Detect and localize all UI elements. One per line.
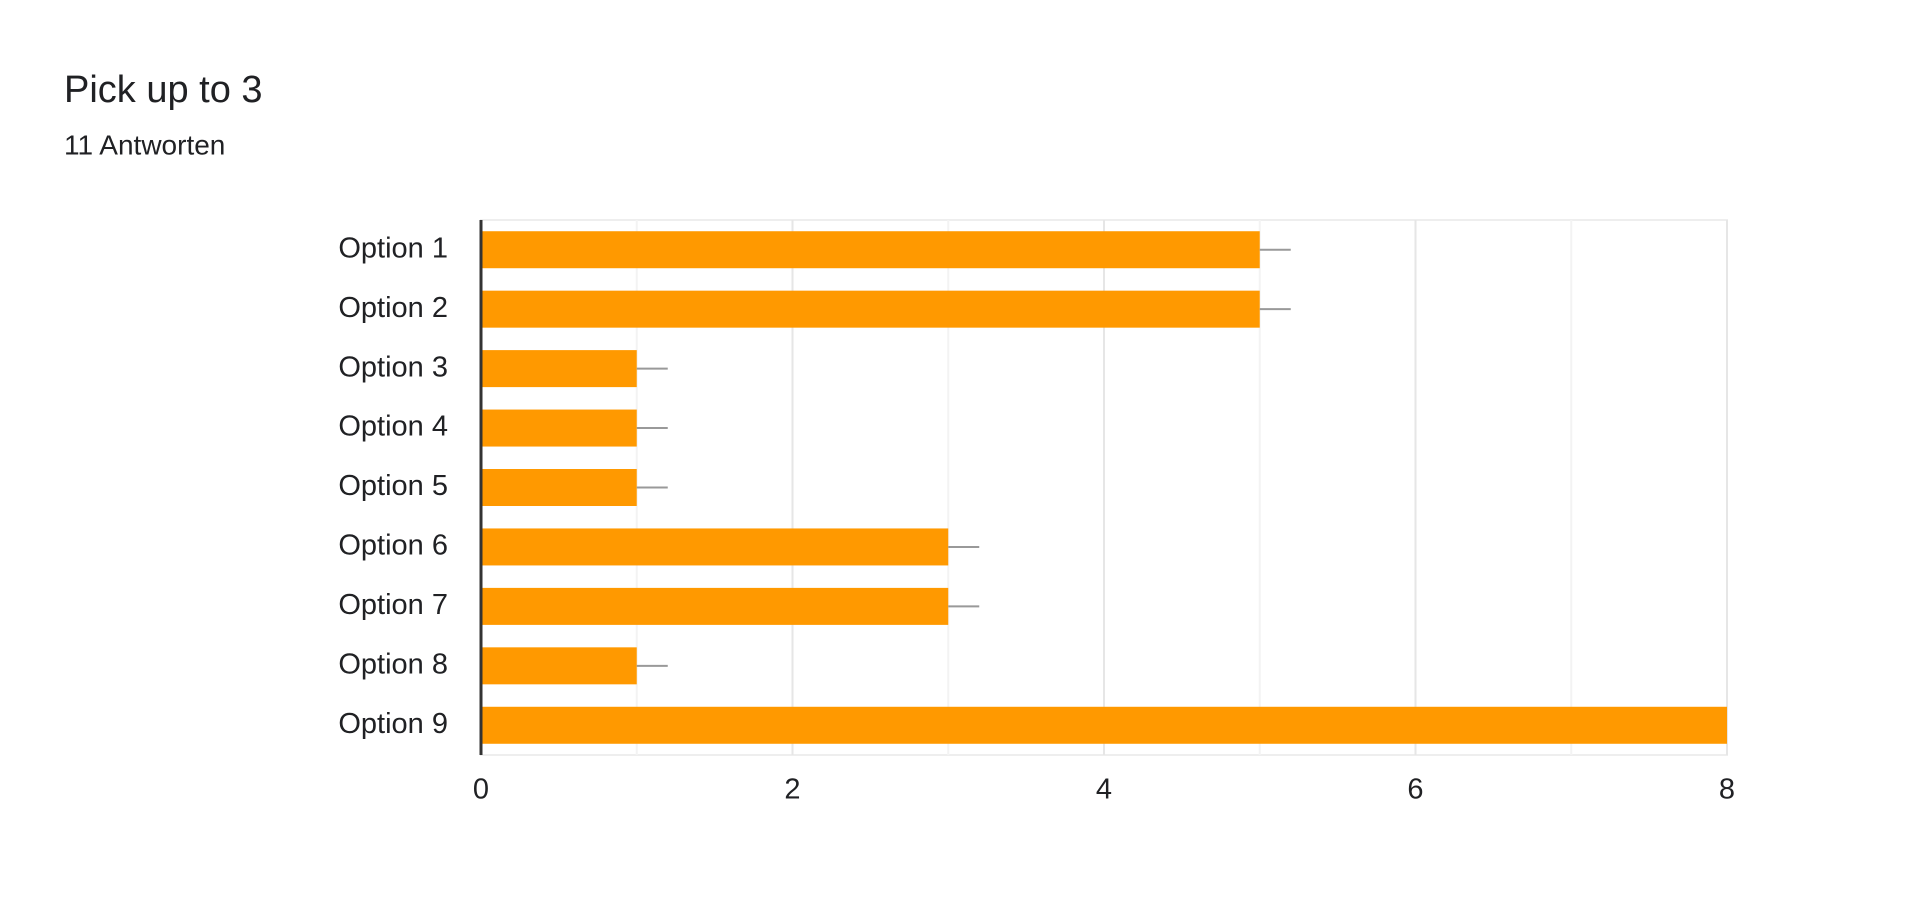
y-tick-label: Option 1	[338, 232, 448, 264]
x-tick-label: 8	[1719, 774, 1735, 806]
y-tick-label: Option 2	[338, 292, 448, 324]
bar	[481, 587, 949, 625]
chart-title: Pick up to 3	[64, 69, 263, 111]
x-tick-label: 4	[1096, 774, 1112, 806]
bar	[481, 528, 949, 566]
x-tick-label: 2	[784, 774, 800, 806]
bar	[481, 290, 1260, 328]
bar	[481, 706, 1727, 744]
bar	[481, 647, 637, 685]
y-tick-label: Option 4	[338, 411, 448, 443]
bar	[481, 409, 637, 447]
x-tick-label: 0	[473, 774, 489, 806]
x-tick-label: 6	[1407, 774, 1423, 806]
y-tick-label: Option 7	[338, 589, 448, 621]
bar	[481, 469, 637, 506]
y-tick-label: Option 3	[338, 351, 448, 383]
y-tick-label: Option 5	[338, 470, 448, 502]
y-tick-label: Option 8	[338, 648, 448, 680]
bar	[481, 350, 637, 388]
y-tick-label: Option 6	[338, 530, 448, 562]
chart-subtitle: 11 Antworten	[64, 129, 225, 160]
bar	[481, 231, 1260, 269]
y-tick-label: Option 9	[338, 708, 448, 740]
